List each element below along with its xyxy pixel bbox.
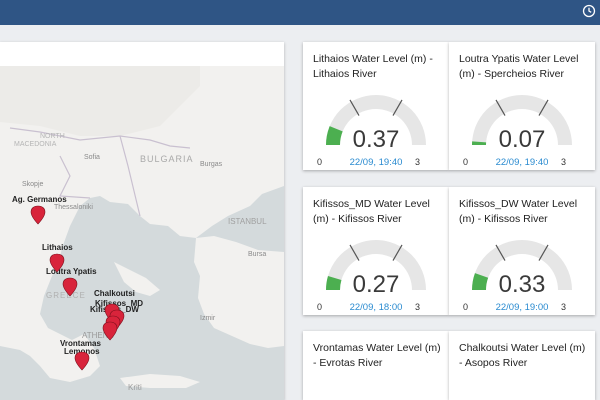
map-label: Burgas	[200, 161, 223, 168]
gauge-max: 3	[561, 157, 567, 167]
gauge-max: 3	[561, 302, 567, 312]
map-label: ISTANBUL	[228, 217, 267, 226]
station-marker[interactable]	[102, 321, 118, 341]
map-panel: BULGARIA NORTH MACEDONIA GREECE Sofia Sk…	[0, 42, 284, 400]
station-label: Loutra Ypatis	[46, 267, 97, 276]
gauge-min: 0	[463, 157, 469, 167]
map-label: BULGARIA	[140, 154, 194, 164]
map-header	[0, 42, 284, 66]
gauge-card-kifissos-dw[interactable]: Kifissos_DW Water Level (m) - Kifissos R…	[449, 187, 595, 315]
station-marker[interactable]	[30, 205, 46, 225]
gauge-title: Vrontamas Water Level (m) - Evrotas Rive…	[313, 342, 441, 369]
top-bar	[0, 0, 600, 25]
gauge-fill	[326, 126, 343, 145]
gauge-card-chalkoutsi[interactable]: Chalkoutsi Water Level (m) - Asopos Rive…	[449, 331, 595, 400]
gauge-track	[326, 240, 426, 290]
station-label: Lemonos	[64, 347, 100, 356]
station-marker[interactable]	[74, 351, 90, 371]
station-marker[interactable]	[62, 277, 78, 297]
gauge-card-loutra-ypatis[interactable]: Loutra Ypatis Water Level (m) - Sperchei…	[449, 42, 595, 170]
gauge-value: 0.33	[498, 271, 546, 298]
gauge-track	[472, 240, 572, 290]
map-label: MACEDONIA	[14, 141, 57, 148]
gauge-min: 0	[463, 302, 469, 312]
gauge-value: 0.37	[352, 126, 400, 153]
gauge-fill	[472, 141, 487, 145]
station-label: Kifissos_MD	[95, 299, 143, 308]
gauge-value: 0.27	[352, 271, 400, 298]
map-label: Sofia	[84, 154, 100, 161]
gauge-track	[326, 95, 426, 145]
map-label: NORTH	[40, 133, 65, 140]
map-label: Thessaloniki	[54, 204, 93, 211]
gauge-tick	[495, 244, 506, 261]
gauge-dial	[326, 95, 426, 145]
gauge-dial	[472, 240, 572, 290]
gauge-timestamp: 22/09, 19:00	[495, 302, 549, 313]
gauge-min: 0	[317, 302, 323, 312]
station-label: Lithaios	[42, 243, 73, 252]
gauge-fill	[472, 273, 489, 290]
gauge-fill	[326, 276, 342, 290]
map-label: Kriti	[128, 383, 142, 392]
gauge-title: Loutra Ypatis Water Level (m) - Sperchei…	[459, 53, 579, 80]
gauge-min: 0	[317, 157, 323, 167]
map-label: GREECE	[46, 291, 86, 300]
map-label: Bursa	[248, 251, 266, 258]
gauge-dial	[472, 95, 572, 145]
station-label: Ag. Germanos	[12, 195, 67, 204]
gauge-dial	[326, 240, 426, 290]
gauge-tick	[538, 244, 549, 261]
gauge-tick	[392, 244, 403, 261]
gauge-tick	[349, 244, 360, 261]
map-label: Skopje	[22, 181, 44, 188]
clock-icon[interactable]	[582, 4, 596, 18]
gauge-timestamp: 22/09, 19:40	[349, 157, 403, 168]
gauge-card-kifissos-md[interactable]: Kifissos_MD Water Level (m) - Kifissos R…	[303, 187, 449, 315]
gauge-max: 3	[415, 157, 421, 167]
station-label: Vrontamas	[60, 339, 101, 348]
gauge-title: Lithaios Water Level (m) - Lithaios Rive…	[313, 53, 433, 80]
gauge-card-lithaios[interactable]: Lithaios Water Level (m) - Lithaios Rive…	[303, 42, 449, 170]
gauge-tick	[349, 99, 360, 116]
gauge-card-vrontamas[interactable]: Vrontamas Water Level (m) - Evrotas Rive…	[303, 331, 449, 400]
map-label: ATHENS	[82, 331, 114, 340]
map-label: Izmir	[200, 315, 216, 322]
gauge-title: Chalkoutsi Water Level (m) - Asopos Rive…	[459, 342, 586, 369]
gauge-title: Kifissos_DW Water Level (m) - Kifissos R…	[459, 198, 578, 225]
gauge-timestamp: 22/09, 19:40	[495, 157, 549, 168]
stations-map[interactable]: BULGARIA NORTH MACEDONIA GREECE Sofia Sk…	[0, 66, 284, 400]
gauge-tick	[495, 99, 506, 116]
gauge-timestamp: 22/09, 18:00	[349, 302, 403, 313]
station-marker[interactable]	[49, 253, 65, 273]
gauge-tick	[538, 99, 549, 116]
gauge-value: 0.07	[498, 126, 546, 153]
gauge-tick	[392, 99, 403, 116]
gauge-title: Kifissos_MD Water Level (m) - Kifissos R…	[313, 198, 430, 225]
gauge-track	[472, 95, 572, 145]
station-label: Chalkoutsi	[94, 289, 135, 298]
gauge-max: 3	[415, 302, 421, 312]
